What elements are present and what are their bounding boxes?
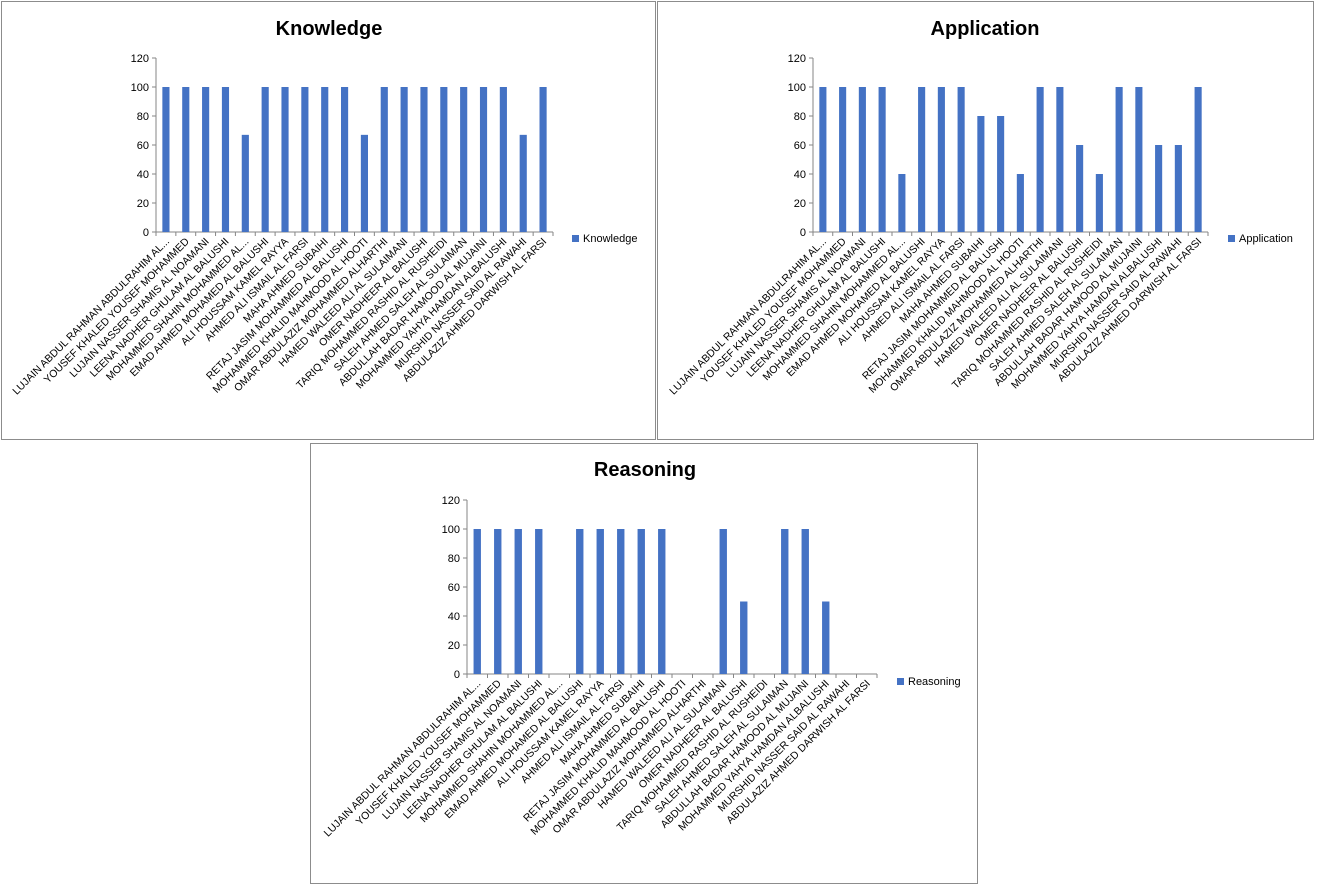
- y-tick-label: 60: [794, 140, 806, 152]
- bar: [1115, 87, 1123, 232]
- y-tick-label: 20: [448, 640, 460, 652]
- bar: [997, 116, 1005, 232]
- y-tick-label: 0: [454, 669, 460, 681]
- bar: [781, 529, 789, 674]
- bar: [535, 529, 543, 674]
- legend-label: Reasoning: [908, 676, 961, 688]
- y-tick-label: 40: [137, 169, 149, 181]
- bar: [1135, 87, 1143, 232]
- bar: [380, 87, 388, 232]
- chart-title: Application: [931, 18, 1040, 40]
- bar: [162, 87, 170, 232]
- bar: [341, 87, 349, 232]
- bar: [221, 87, 230, 232]
- legend-swatch: [1228, 235, 1235, 242]
- bar: [819, 87, 827, 232]
- y-tick-label: 120: [788, 53, 806, 65]
- bar: [499, 87, 507, 232]
- bar: [539, 87, 547, 232]
- bar: [400, 87, 408, 232]
- bar: [977, 116, 985, 232]
- y-tick-label: 60: [137, 140, 149, 152]
- bar: [1174, 145, 1182, 232]
- bar: [937, 87, 945, 232]
- bar: [719, 529, 727, 674]
- bar: [519, 134, 527, 232]
- bar: [822, 601, 830, 674]
- bar: [261, 87, 269, 232]
- bar: [202, 87, 210, 232]
- y-tick-label: 80: [794, 111, 806, 123]
- y-tick-label: 60: [448, 582, 460, 594]
- y-tick-label: 80: [137, 111, 149, 123]
- bar: [321, 87, 329, 232]
- chart-title: Reasoning: [594, 459, 696, 481]
- bar: [596, 529, 604, 674]
- y-tick-label: 20: [137, 198, 149, 210]
- application-chart: Application 0 20 40 60 80 100 120 LUJAIN ABDUL R…: [657, 1, 1314, 440]
- bar: [514, 529, 522, 674]
- y-tick-label: 120: [442, 495, 460, 507]
- bar: [301, 87, 309, 232]
- bar: [898, 174, 906, 232]
- y-tick-label: 80: [448, 553, 460, 565]
- bar: [473, 529, 481, 674]
- y-tick-label: 40: [448, 611, 460, 623]
- y-tick-label: 100: [442, 524, 460, 536]
- bar: [918, 87, 926, 232]
- bar: [440, 87, 448, 232]
- y-tick-label: 0: [800, 227, 806, 239]
- legend-swatch: [572, 235, 579, 242]
- bar: [420, 87, 428, 232]
- knowledge-chart: Knowledge 0 20 40 60 80 100 120 LUJAIN ABDUL RAH…: [1, 1, 656, 440]
- bar: [957, 87, 965, 232]
- bar: [1155, 145, 1163, 232]
- reasoning-chart: Reasoning 0 20 40 60 80 100 120 LUJAIN ABDUL RAH…: [310, 443, 978, 884]
- bar: [281, 87, 289, 232]
- bar: [360, 134, 368, 232]
- bar: [460, 87, 468, 232]
- bar: [494, 529, 502, 674]
- y-tick-label: 40: [794, 169, 806, 181]
- bar: [637, 529, 645, 674]
- y-tick-label: 0: [143, 227, 149, 239]
- bar: [858, 87, 866, 232]
- legend-label: Application: [1239, 233, 1293, 245]
- bar: [740, 601, 748, 674]
- bar: [878, 87, 886, 232]
- bar: [1016, 174, 1024, 232]
- bar: [1076, 145, 1084, 232]
- bar: [658, 529, 666, 674]
- bar: [801, 529, 809, 674]
- bar: [241, 134, 249, 232]
- bar: [1194, 87, 1202, 232]
- y-tick-label: 100: [131, 82, 149, 94]
- y-tick-label: 100: [788, 82, 806, 94]
- bar: [576, 529, 584, 674]
- bar: [1095, 174, 1103, 232]
- bar: [1056, 87, 1064, 232]
- bar: [617, 529, 625, 674]
- bar: [479, 87, 488, 232]
- legend-label: Knowledge: [583, 233, 637, 245]
- chart-title: Knowledge: [276, 18, 383, 40]
- bar: [1036, 87, 1044, 232]
- y-tick-label: 120: [131, 53, 149, 65]
- y-tick-label: 20: [794, 198, 806, 210]
- bar: [182, 87, 190, 232]
- legend-swatch: [897, 678, 904, 685]
- bar: [839, 87, 847, 232]
